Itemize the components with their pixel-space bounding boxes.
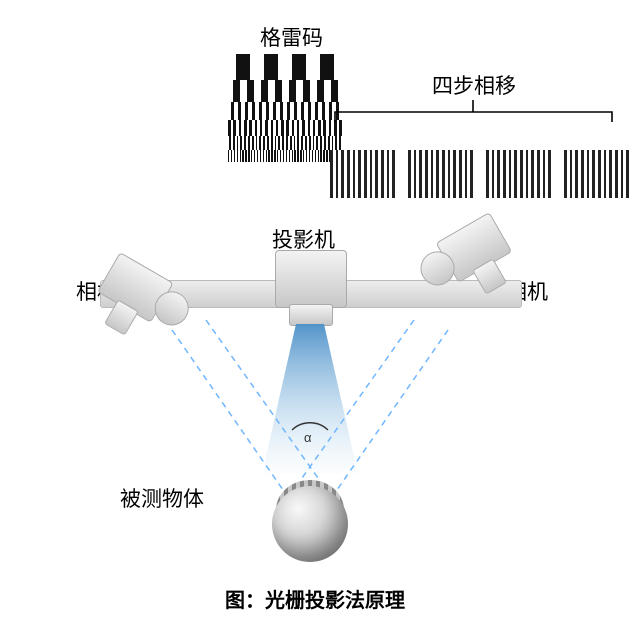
measured-object (272, 486, 348, 562)
object-label: 被测物体 (120, 483, 204, 513)
figure-caption: 图：光栅投影法原理 (0, 584, 630, 613)
angle-arc (0, 0, 630, 560)
angle-label: α (304, 430, 312, 445)
